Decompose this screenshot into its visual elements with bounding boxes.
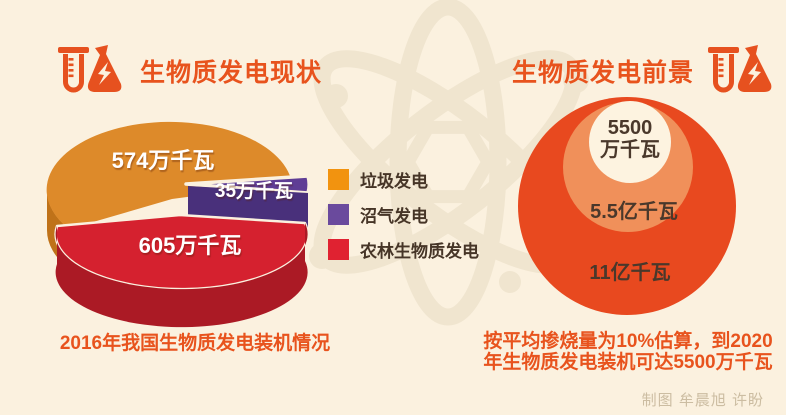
left-caption: 2016年我国生物质发电装机情况 <box>59 333 331 354</box>
circle-label-5500wan-line2: 万千瓦 <box>600 139 660 161</box>
pie-slice-waste <box>46 121 293 229</box>
pie-legend: 垃圾发电 沼气发电 农林生物质发电 <box>328 167 479 262</box>
legend-item-biogas: 沼气发电 <box>328 202 479 227</box>
test-tube-flask-icon <box>708 45 772 93</box>
pie-slice-biogas <box>184 174 311 195</box>
left-header: 生物质发电现状 <box>58 44 322 97</box>
legend-swatch-agroforestry <box>328 239 349 260</box>
pie-value-waste: 574万千瓦 <box>111 148 215 173</box>
pie-value-agroforestry: 605万千瓦 <box>138 233 242 258</box>
circle-5500wan <box>589 101 671 183</box>
circle-label-5500wan-line1: 5500 <box>607 117 653 139</box>
right-section-title: 生物质发电前景 <box>512 58 695 87</box>
pie-value-biogas: 35万千瓦 <box>214 181 294 202</box>
circle-label-5500wan: 5500 万千瓦 <box>570 117 690 161</box>
right-caption: 按平均掺烧量为10%估算，到2020 年生物质发电装机可达5500万千瓦 <box>463 331 786 373</box>
left-section-title: 生物质发电现状 <box>140 58 323 87</box>
atom-watermark-icon <box>309 0 589 326</box>
legend-item-waste: 垃圾发电 <box>328 167 479 192</box>
legend-label-waste: 垃圾发电 <box>360 172 428 191</box>
credit-text: 制图 牟晨旭 许盼 <box>641 392 764 409</box>
pie-slice-agroforestry-side <box>55 223 308 328</box>
right-header: 生物质发电前景 <box>512 44 774 97</box>
test-tube-flask-icon <box>58 45 122 93</box>
circle-label-11yi: 11亿千瓦 <box>589 262 671 284</box>
right-caption-line2: 年生物质发电装机可达5500万千瓦 <box>483 352 773 373</box>
circle-label-5-5yi: 5.5亿千瓦 <box>590 201 678 223</box>
legend-swatch-biogas <box>328 204 349 225</box>
right-caption-line1: 按平均掺烧量为10%估算，到2020 <box>483 331 773 352</box>
legend-item-agroforestry: 农林生物质发电 <box>328 237 479 262</box>
pie-slice-agroforestry <box>54 213 309 291</box>
legend-label-biogas: 沼气发电 <box>360 207 428 226</box>
legend-label-agroforestry: 农林生物质发电 <box>360 242 479 261</box>
legend-swatch-waste <box>328 169 349 190</box>
pie-chart <box>46 121 311 328</box>
